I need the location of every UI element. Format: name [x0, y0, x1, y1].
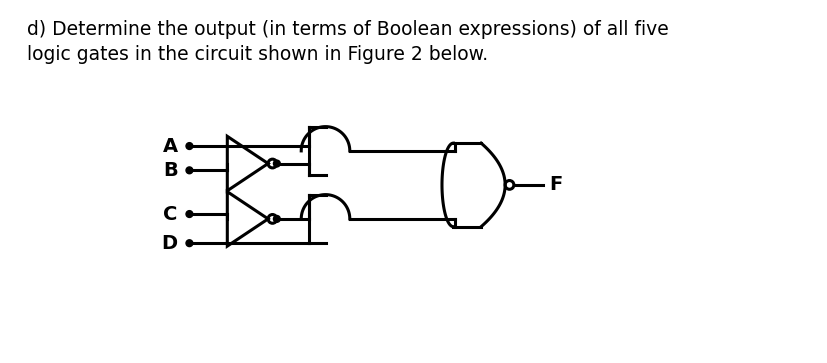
Circle shape	[273, 160, 280, 167]
Text: F: F	[548, 175, 562, 195]
Text: d) Determine the output (in terms of Boolean expressions) of all five: d) Determine the output (in terms of Boo…	[27, 20, 668, 39]
Circle shape	[186, 211, 193, 217]
Text: C: C	[163, 204, 178, 224]
Circle shape	[186, 240, 193, 246]
Circle shape	[186, 167, 193, 174]
Circle shape	[273, 216, 280, 222]
Circle shape	[186, 143, 193, 150]
Text: B: B	[163, 161, 178, 180]
Text: logic gates in the circuit shown in Figure 2 below.: logic gates in the circuit shown in Figu…	[27, 45, 488, 64]
Text: A: A	[162, 136, 178, 155]
Text: D: D	[161, 234, 178, 253]
